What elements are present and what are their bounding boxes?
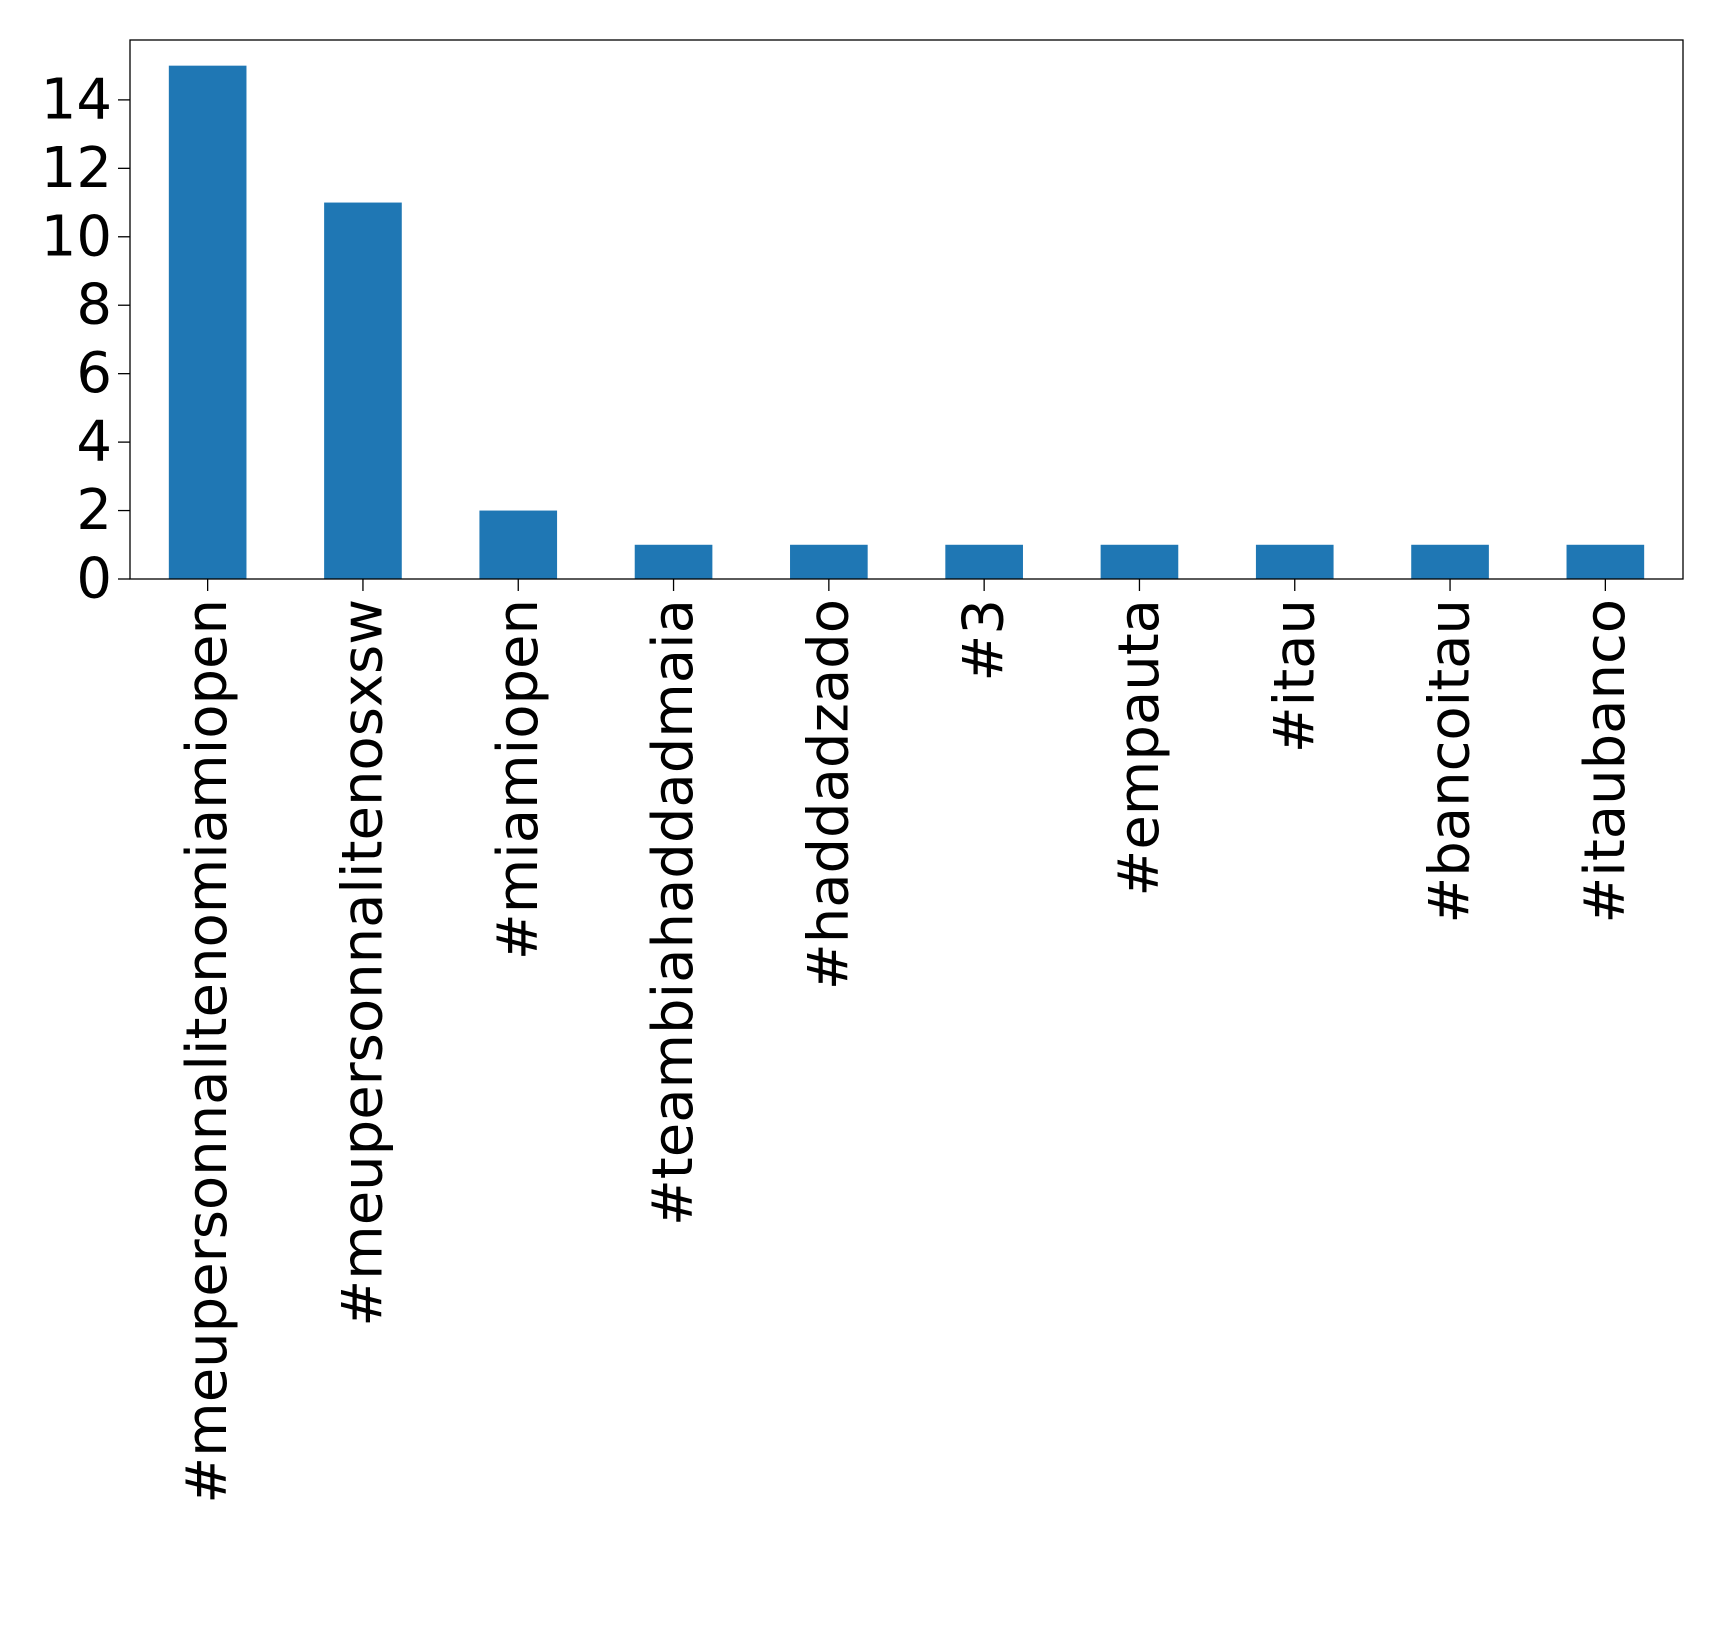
x-tick-label: #bancoitau: [1418, 599, 1483, 924]
y-tick-label: 4: [76, 410, 112, 475]
bar: [634, 544, 713, 579]
y-tick-label: 0: [76, 547, 112, 612]
x-tick-label: #miamiopen: [486, 599, 551, 960]
bar: [479, 510, 558, 579]
x-tick-label: #3: [952, 599, 1017, 682]
x-tick-label: #meupersonnalitenosxsw: [330, 599, 395, 1327]
bar: [1566, 544, 1645, 579]
y-tick-label: 14: [41, 67, 112, 132]
y-tick-label: 8: [76, 273, 112, 338]
x-tick-label: #haddadzado: [796, 599, 861, 990]
bar: [324, 202, 402, 580]
x-tick-label: #itau: [1262, 599, 1327, 753]
y-tick-label: 10: [41, 204, 112, 269]
bar: [790, 544, 868, 579]
x-tick-label: #meupersonnalitenomiamiopen: [175, 599, 240, 1504]
x-axis: #meupersonnalitenomiamiopen #meupersonnal…: [175, 579, 1638, 1504]
bar: [1100, 544, 1179, 579]
bar: [945, 544, 1023, 579]
x-tick-label: #itaubanco: [1573, 599, 1638, 924]
y-tick-label: 6: [76, 341, 112, 406]
x-tick-label: #teambiahaddadmaia: [641, 599, 706, 1226]
bar: [168, 65, 247, 579]
y-tick-label: 2: [76, 478, 112, 543]
bar: [1411, 544, 1489, 579]
bars-group: [168, 65, 1645, 580]
y-tick-label: 12: [41, 136, 112, 201]
x-tick-label: #empauta: [1107, 599, 1172, 897]
bar: [1255, 544, 1334, 579]
plot-frame: [129, 39, 1684, 580]
